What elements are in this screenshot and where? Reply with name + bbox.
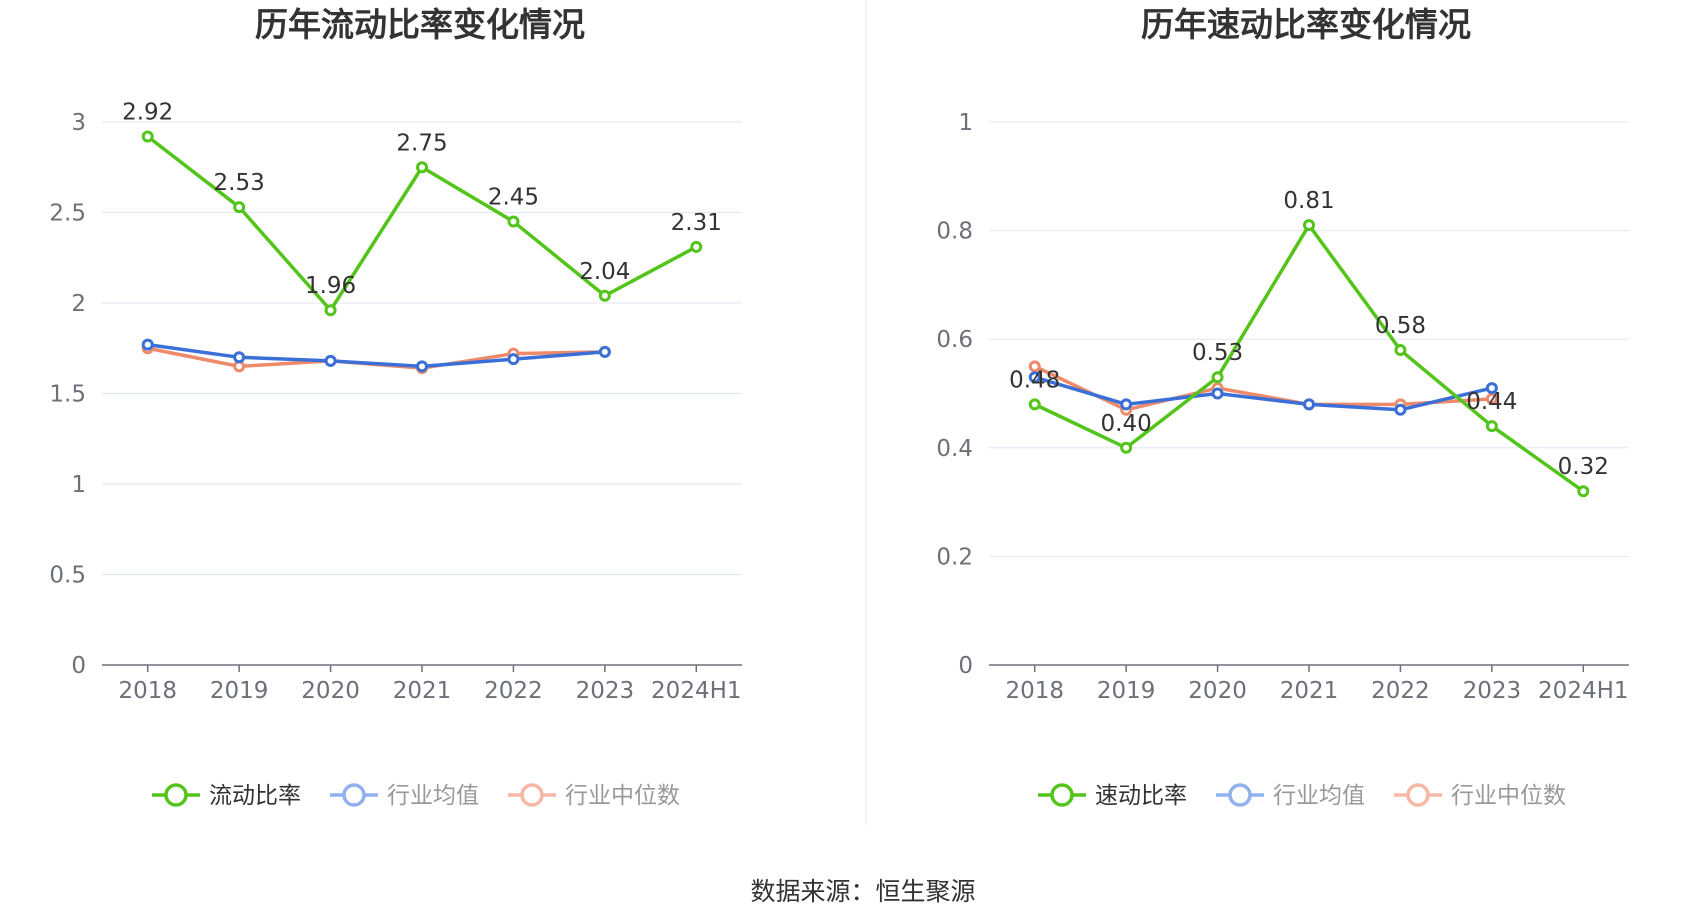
data-label: 0.81 — [1283, 188, 1334, 214]
legend-marker-icon — [1406, 783, 1430, 807]
data-label: 0.53 — [1192, 340, 1243, 366]
data-point[interactable] — [1120, 398, 1133, 411]
legend-item[interactable]: 行业中位数 — [1394, 783, 1566, 809]
x-tick-label: 2024H1 — [1538, 678, 1628, 704]
legend-label: 行业均值 — [387, 783, 479, 809]
legend-label: 速动比率 — [1095, 783, 1187, 809]
data-point[interactable] — [598, 289, 611, 302]
data-point[interactable] — [1028, 360, 1041, 373]
y-tick-label: 0.4 — [936, 436, 973, 462]
x-tick-label: 2022 — [484, 678, 543, 704]
data-point[interactable] — [1211, 371, 1224, 384]
data-label: 0.32 — [1558, 454, 1609, 480]
legend-label: 行业均值 — [1273, 783, 1365, 809]
y-tick-label: 0.5 — [49, 563, 86, 589]
data-label: 2.53 — [214, 170, 265, 196]
data-point[interactable] — [1485, 382, 1498, 395]
data-point[interactable] — [1303, 219, 1315, 232]
y-tick-label: 2 — [71, 291, 86, 317]
data-label: 2.04 — [579, 259, 630, 285]
legend-marker-icon — [164, 783, 188, 807]
y-tick-label: 1 — [958, 110, 973, 136]
data-point[interactable] — [1394, 344, 1407, 357]
data-source-note: 数据来源：恒生聚源 — [750, 877, 975, 906]
data-label: 2.92 — [122, 99, 173, 125]
data-label: 0.40 — [1101, 411, 1152, 437]
x-tick-label: 2023 — [1463, 678, 1522, 704]
legend-item[interactable]: 行业均值 — [330, 783, 479, 809]
data-point[interactable] — [598, 345, 611, 358]
data-point[interactable] — [1394, 403, 1407, 416]
x-tick-label: 2018 — [118, 678, 177, 704]
x-tick-label: 2020 — [1188, 678, 1247, 704]
data-point[interactable] — [233, 351, 246, 364]
legend-label: 行业中位数 — [565, 783, 680, 809]
x-tick-label: 2022 — [1371, 678, 1430, 704]
data-point[interactable] — [690, 240, 703, 253]
data-point[interactable] — [141, 338, 154, 351]
y-tick-label: 1 — [71, 472, 86, 498]
chart-title: 历年速动比率变化情况 — [1141, 5, 1471, 44]
data-point[interactable] — [233, 201, 246, 214]
data-label: 1.96 — [305, 273, 356, 299]
y-tick-label: 1.5 — [49, 382, 86, 408]
series-line — [1033, 364, 1492, 412]
y-tick-label: 0 — [958, 653, 973, 679]
legend-label: 流动比率 — [209, 783, 301, 809]
y-tick-label: 0.8 — [936, 219, 973, 245]
data-point[interactable] — [507, 215, 520, 228]
legend-item[interactable]: 行业中位数 — [508, 783, 680, 809]
y-tick-label: 0 — [71, 653, 86, 679]
y-tick-label: 0.6 — [936, 327, 973, 353]
data-point[interactable] — [1028, 371, 1041, 384]
data-point[interactable] — [141, 130, 154, 143]
x-tick-label: 2021 — [1280, 678, 1339, 704]
x-tick-label: 2019 — [1097, 678, 1156, 704]
x-tick-label: 2018 — [1005, 678, 1064, 704]
legend-marker-icon — [342, 783, 366, 807]
data-point[interactable] — [416, 161, 428, 174]
data-label: 2.75 — [396, 130, 447, 156]
chart-title: 历年流动比率变化情况 — [255, 5, 585, 44]
y-tick-label: 3 — [71, 110, 86, 136]
x-tick-label: 2021 — [393, 678, 452, 704]
x-tick-label: 2023 — [576, 678, 635, 704]
series-line — [147, 342, 605, 369]
legend-item[interactable]: 流动比率 — [152, 783, 301, 809]
x-tick-label: 2020 — [301, 678, 360, 704]
y-tick-label: 2.5 — [49, 201, 86, 227]
x-tick-label: 2019 — [210, 678, 269, 704]
data-point[interactable] — [1120, 441, 1133, 454]
legend-item[interactable]: 速动比率 — [1038, 783, 1187, 809]
series-line — [1034, 375, 1493, 412]
data-point[interactable] — [507, 353, 520, 366]
data-point[interactable] — [1211, 387, 1224, 400]
data-label: 2.45 — [488, 185, 539, 211]
data-point[interactable] — [324, 304, 337, 317]
data-point[interactable] — [416, 360, 428, 373]
legend-marker-icon — [1228, 783, 1252, 807]
data-point[interactable] — [1485, 420, 1498, 433]
data-point[interactable] — [1028, 398, 1041, 411]
data-point[interactable] — [1485, 392, 1498, 405]
x-tick-label: 2024H1 — [651, 678, 741, 704]
series-line — [1033, 223, 1585, 493]
data-point[interactable] — [324, 354, 337, 367]
legend-marker-icon — [1050, 783, 1074, 807]
data-label: 0.44 — [1466, 389, 1517, 415]
data-label: 0.58 — [1375, 313, 1426, 339]
y-tick-label: 0.2 — [936, 544, 973, 570]
data-point[interactable] — [1303, 398, 1315, 411]
legend-item[interactable]: 行业均值 — [1216, 783, 1365, 809]
data-label: 0.48 — [1009, 367, 1060, 393]
legend-marker-icon — [520, 783, 544, 807]
legend-label: 行业中位数 — [1451, 783, 1566, 809]
data-point[interactable] — [1577, 485, 1590, 498]
data-label: 2.31 — [671, 210, 722, 236]
